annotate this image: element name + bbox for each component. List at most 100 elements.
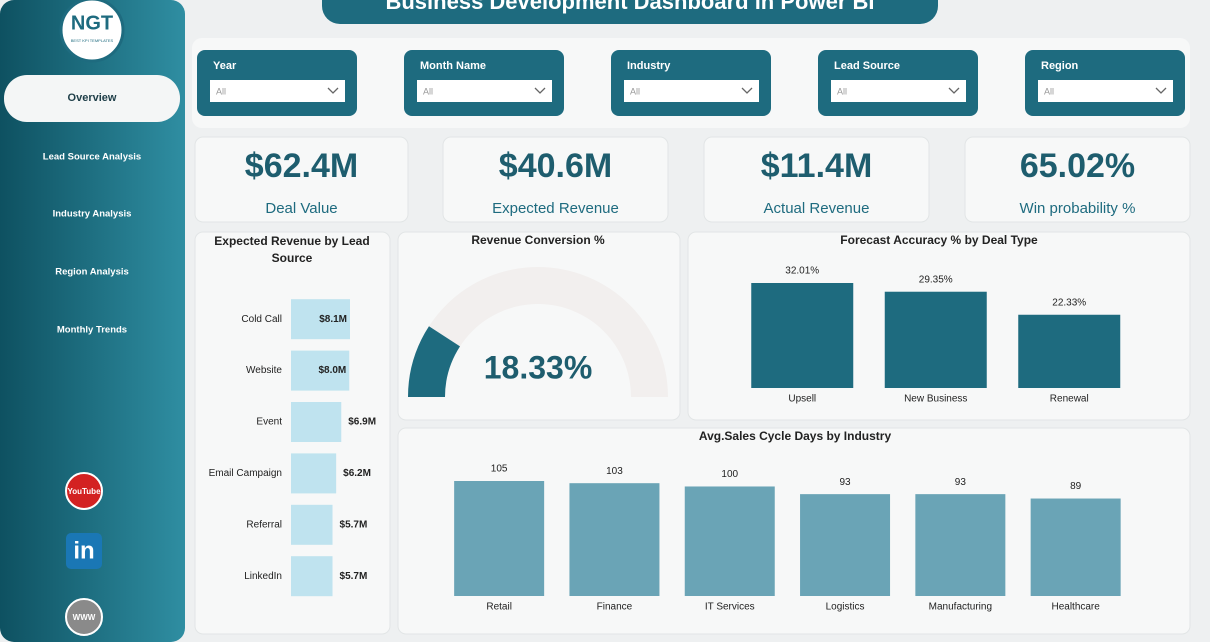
dashboard-title: Business Development Dashboard in Power …	[385, 0, 874, 14]
bar	[291, 556, 333, 597]
chart-title: Revenue Conversion %	[471, 233, 605, 247]
gauge-fill	[408, 326, 460, 397]
social-label: WWW	[73, 613, 96, 622]
filter-value: All	[216, 86, 226, 96]
chart-title: Avg.Sales Cycle Days by Industry	[699, 429, 892, 443]
data-label: $6.9M	[348, 417, 376, 428]
bar	[569, 483, 660, 596]
kpi-label: Win probability %	[1020, 200, 1136, 217]
kpi-value: 65.02%	[1020, 147, 1135, 185]
data-label: 103	[606, 466, 623, 477]
chart-title: Expected Revenue by Lead Source	[214, 234, 370, 265]
nav-item[interactable]: Monthly Trends	[57, 325, 127, 336]
filter-label: Year	[213, 60, 237, 72]
bar	[915, 494, 1006, 596]
logo-text: NGT	[71, 12, 113, 34]
social-label: in	[73, 537, 94, 564]
bar	[291, 453, 337, 494]
data-label: $5.7M	[340, 519, 368, 530]
data-label: $5.7M	[340, 571, 368, 582]
gauge-track	[408, 267, 668, 397]
dropdown-arrow	[948, 87, 960, 94]
filter-label: Industry	[627, 60, 671, 72]
data-label: 93	[839, 477, 851, 488]
filter-dropdown[interactable]	[831, 80, 966, 102]
category-label: Cold Call	[241, 314, 282, 325]
data-label: 93	[955, 477, 967, 488]
kpi-label: Expected Revenue	[492, 200, 619, 217]
dropdown-arrow	[327, 87, 339, 94]
kpi-value: $40.6M	[499, 147, 612, 185]
data-label: $8.1M	[319, 314, 347, 325]
kpi-value: $62.4M	[245, 147, 358, 185]
bar	[751, 283, 854, 388]
bar	[1030, 498, 1121, 596]
gauge-value: 18.33%	[484, 349, 593, 385]
title-banner	[322, 0, 938, 24]
category-label: Healthcare	[1051, 602, 1100, 613]
category-label: Finance	[597, 602, 633, 613]
bar	[291, 504, 333, 545]
logo-subtitle: BEST KPI TEMPLATES	[71, 38, 114, 43]
category-label: New Business	[904, 394, 967, 405]
bar	[884, 291, 987, 388]
category-label: Website	[246, 365, 282, 376]
filter-dropdown[interactable]	[417, 80, 552, 102]
kpi-label: Actual Revenue	[764, 200, 870, 217]
nav-item[interactable]: Lead Source Analysis	[43, 152, 141, 163]
social-icon[interactable]	[65, 472, 103, 510]
kpi-card	[194, 136, 409, 223]
bar	[291, 402, 342, 442]
chart-panel	[397, 231, 681, 421]
kpi-card	[964, 136, 1191, 223]
category-label: Referral	[246, 519, 282, 530]
filter-dropdown[interactable]	[624, 80, 759, 102]
filter-label: Lead Source	[834, 60, 900, 72]
kpi-card	[442, 136, 669, 223]
bar	[291, 299, 350, 340]
bar	[800, 494, 891, 596]
social-icon[interactable]	[65, 598, 103, 636]
sidebar	[0, 0, 185, 642]
nav-item[interactable]: Region Analysis	[55, 267, 129, 278]
category-label: Event	[256, 417, 282, 428]
nav-item[interactable]: Industry Analysis	[53, 209, 132, 220]
nav-item[interactable]: Overview	[68, 92, 117, 104]
social-icon[interactable]	[66, 533, 102, 569]
chart-title: Forecast Accuracy % by Deal Type	[840, 233, 1038, 247]
bar	[291, 350, 350, 391]
data-label: $8.0M	[318, 365, 346, 376]
dropdown-arrow	[1155, 87, 1167, 94]
data-label: 89	[1070, 481, 1082, 492]
category-label: Retail	[486, 602, 512, 613]
data-label: 29.35%	[919, 274, 953, 285]
bar	[684, 486, 775, 596]
category-label: Email Campaign	[209, 468, 282, 479]
category-label: IT Services	[705, 602, 755, 613]
filter-value: All	[630, 86, 640, 96]
nav-selected	[4, 75, 180, 122]
data-label: $6.2M	[343, 468, 371, 479]
bar	[454, 481, 545, 596]
data-label: 22.33%	[1052, 297, 1086, 308]
filter-value: All	[423, 86, 433, 96]
filter-label: Region	[1041, 60, 1079, 72]
data-label: 100	[721, 469, 738, 480]
dropdown-arrow	[534, 87, 546, 94]
kpi-value: $11.4M	[761, 147, 873, 185]
category-label: Renewal	[1050, 394, 1089, 405]
filter-value: All	[837, 86, 847, 96]
social-label: YouTube	[67, 487, 101, 496]
bar	[1018, 314, 1121, 388]
filter-dropdown[interactable]	[210, 80, 345, 102]
category-label: Logistics	[826, 602, 865, 613]
logo	[59, 0, 125, 63]
filter-dropdown[interactable]	[1038, 80, 1173, 102]
kpi-label: Deal Value	[265, 200, 337, 217]
data-label: 105	[491, 464, 508, 475]
data-label: 32.01%	[785, 266, 819, 277]
dropdown-arrow	[741, 87, 753, 94]
category-label: Manufacturing	[929, 602, 992, 613]
